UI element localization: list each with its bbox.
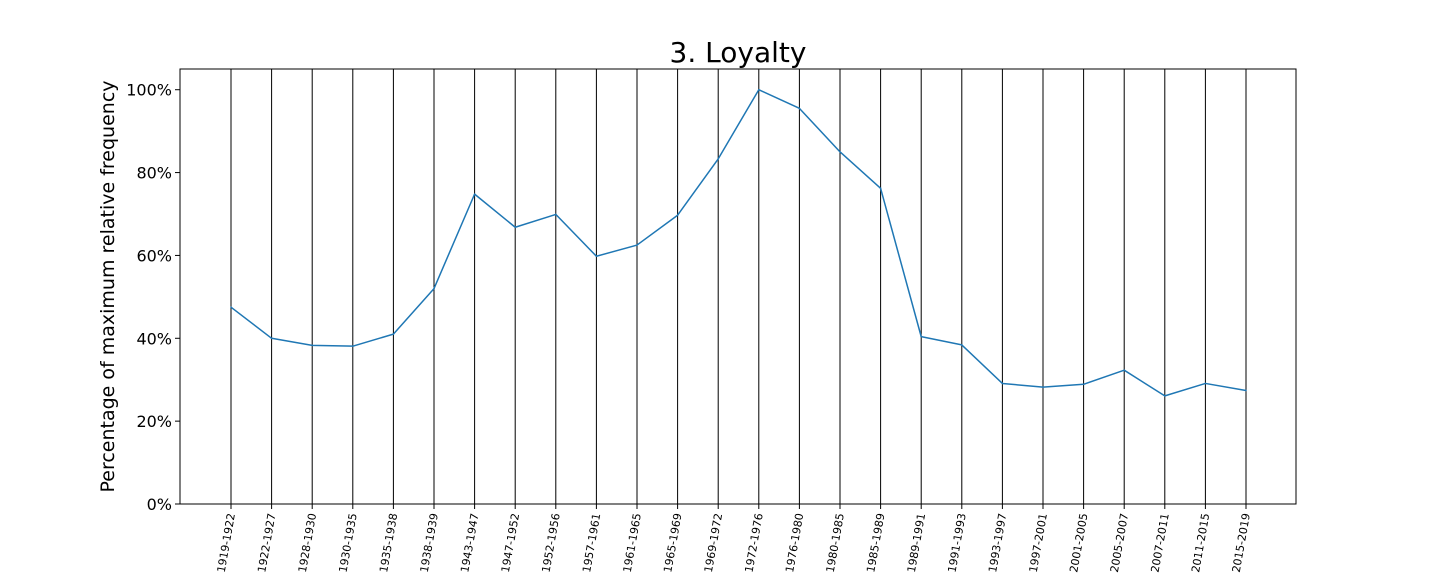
data-point bbox=[676, 214, 679, 217]
y-tick-label: 0% bbox=[147, 495, 172, 514]
data-point bbox=[1204, 382, 1207, 385]
data-point bbox=[1042, 386, 1044, 388]
x-tick-label: 1930-1935 bbox=[337, 512, 360, 573]
x-tick-label: 1952-1956 bbox=[540, 512, 563, 573]
data-point bbox=[352, 345, 354, 347]
y-tick-label: 100% bbox=[126, 81, 172, 100]
x-tick-label: 1980-1985 bbox=[824, 512, 847, 573]
x-tick-label: 2011-2015 bbox=[1189, 512, 1212, 573]
series-line bbox=[230, 88, 1247, 397]
data-point bbox=[961, 344, 963, 346]
data-point bbox=[311, 344, 314, 347]
y-tick-label: 40% bbox=[136, 329, 172, 348]
x-tick-label: 1938-1939 bbox=[418, 512, 441, 573]
data-point bbox=[473, 193, 476, 195]
x-tick-label: 1928-1930 bbox=[296, 512, 319, 573]
x-tick-label: 1972-1976 bbox=[743, 512, 766, 573]
data-point bbox=[433, 287, 435, 290]
data-point bbox=[230, 306, 232, 309]
data-point bbox=[1001, 382, 1004, 385]
data-point bbox=[555, 213, 557, 216]
plot-frame bbox=[179, 68, 1297, 505]
x-tick-label: 2015-2019 bbox=[1230, 512, 1253, 573]
y-tick-label: 80% bbox=[136, 164, 172, 183]
x-tick-label: 1961-1965 bbox=[621, 512, 644, 573]
y-axis-label: Percentage of maximum relative frequency bbox=[97, 80, 119, 492]
x-tick-label: 2001-2005 bbox=[1067, 512, 1090, 573]
data-point bbox=[798, 107, 801, 110]
data-point bbox=[514, 226, 516, 229]
y-tick-label: 20% bbox=[136, 412, 172, 431]
y-axis: 0% 20% 40% 60% 80% 100% bbox=[126, 81, 180, 514]
x-tick-label: 1997-2001 bbox=[1027, 512, 1050, 573]
data-point bbox=[1245, 389, 1247, 392]
x-tick-label: 2005-2007 bbox=[1108, 512, 1131, 573]
data-point bbox=[1082, 383, 1085, 386]
x-tick-label: 2007-2011 bbox=[1149, 512, 1172, 573]
x-tick-label: 1965-1969 bbox=[661, 512, 684, 573]
x-tick-label: 1976-1980 bbox=[783, 512, 806, 573]
x-tick-label: 1985-1989 bbox=[864, 512, 887, 573]
data-point bbox=[839, 151, 841, 153]
data-point bbox=[1123, 369, 1125, 371]
data-point bbox=[920, 335, 922, 338]
chart-title: 3. Loyalty bbox=[670, 36, 807, 69]
x-tick-label: 1919-1922 bbox=[215, 512, 238, 573]
x-tick-label: 1947-1952 bbox=[499, 512, 522, 573]
vertical-grid bbox=[230, 69, 1247, 504]
series-group bbox=[230, 88, 1247, 397]
data-point bbox=[270, 337, 273, 340]
x-tick-label: 1993-1997 bbox=[986, 512, 1009, 573]
x-tick-label: 1935-1938 bbox=[377, 512, 400, 573]
x-tick-label: 1991-1993 bbox=[946, 512, 969, 573]
x-tick-label: 1989-1991 bbox=[905, 512, 928, 573]
data-point bbox=[392, 333, 395, 335]
data-point bbox=[717, 158, 719, 160]
x-axis: 1919-1922 1922-1927 1928-1930 1930-1935 1935… bbox=[215, 504, 1253, 574]
x-tick-label: 1922-1927 bbox=[255, 512, 278, 573]
x-tick-label: 1943-1947 bbox=[458, 512, 481, 573]
data-point bbox=[636, 244, 638, 246]
x-tick-label: 1957-1961 bbox=[580, 512, 603, 573]
data-point bbox=[595, 255, 598, 258]
x-tick-label: 1969-1972 bbox=[702, 512, 725, 573]
y-tick-label: 60% bbox=[136, 246, 172, 265]
data-point bbox=[1164, 395, 1166, 397]
data-point bbox=[758, 88, 760, 91]
data-point bbox=[879, 187, 882, 190]
